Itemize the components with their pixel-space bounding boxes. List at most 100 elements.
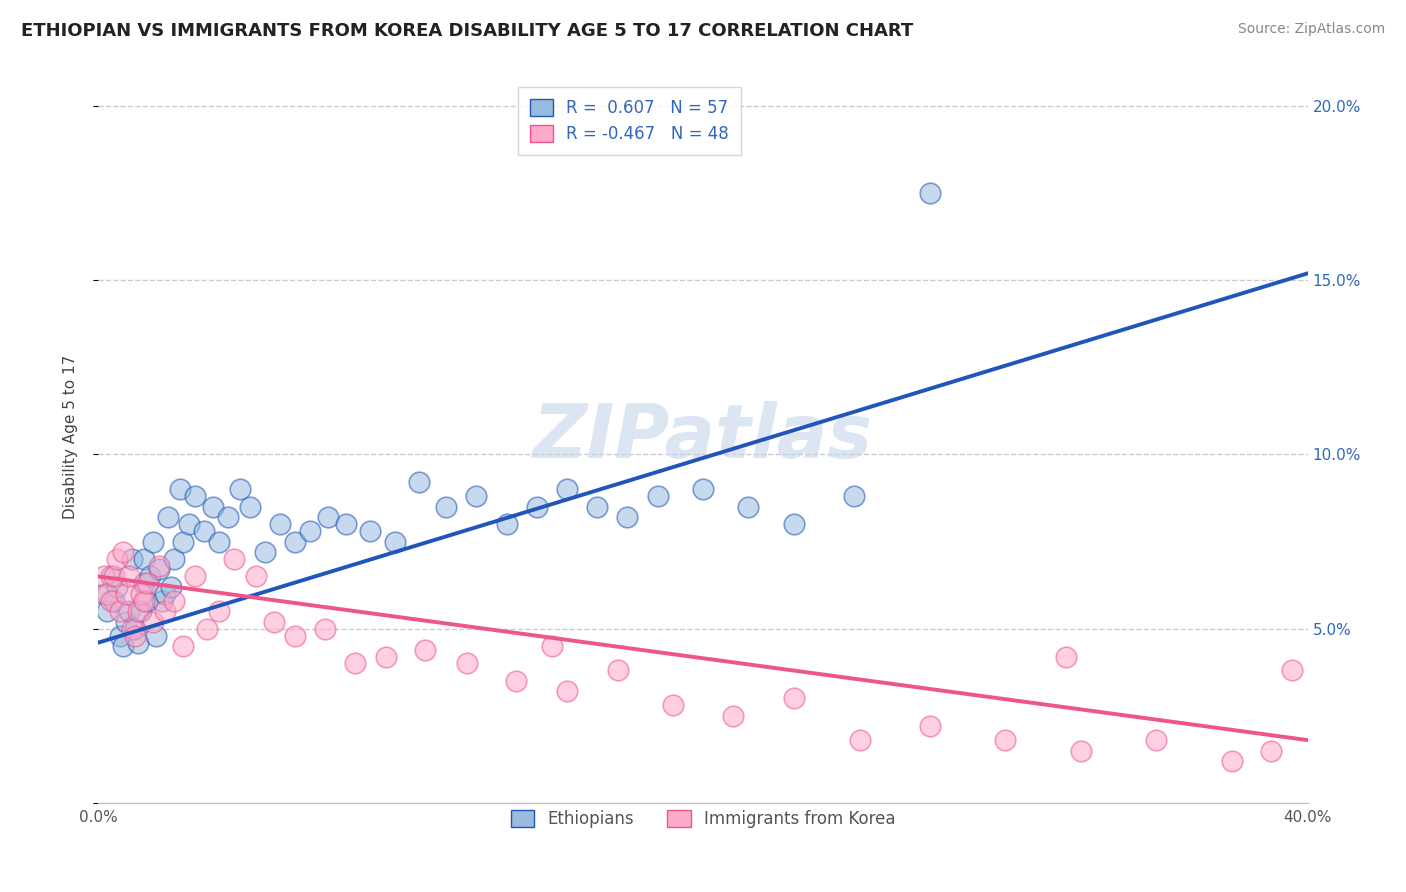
Point (314, 622, 336, 636)
Point (127, 604, 149, 618)
Point (465, 489, 488, 503)
Point (100, 594, 122, 608)
Point (103, 569, 125, 583)
Point (1070, 743, 1092, 757)
Point (105, 552, 128, 566)
Point (918, 186, 941, 201)
Point (129, 604, 152, 618)
Point (118, 604, 141, 618)
Point (121, 622, 143, 636)
Point (114, 615, 136, 629)
Point (540, 639, 562, 653)
Point (108, 629, 131, 643)
Point (96, 604, 118, 618)
Point (150, 594, 173, 608)
Point (139, 569, 162, 583)
Point (434, 500, 457, 514)
Point (93, 569, 115, 583)
Point (245, 569, 267, 583)
Point (918, 719, 941, 733)
Point (269, 517, 291, 532)
Point (616, 510, 638, 524)
Point (135, 594, 157, 608)
Point (156, 510, 179, 524)
Point (647, 489, 669, 503)
Point (661, 698, 683, 713)
Point (737, 500, 759, 514)
Point (172, 639, 194, 653)
Point (1144, 733, 1167, 747)
Point (163, 594, 186, 608)
Point (132, 594, 155, 608)
Point (111, 545, 134, 559)
Point (142, 534, 165, 549)
Point (127, 635, 149, 649)
Point (692, 483, 714, 497)
Point (1281, 664, 1303, 678)
Point (160, 580, 183, 594)
Point (202, 500, 225, 514)
Point (844, 489, 866, 503)
Point (100, 569, 122, 583)
Point (135, 576, 157, 591)
Point (142, 615, 165, 629)
Point (299, 524, 322, 538)
Point (108, 604, 131, 618)
Point (184, 489, 207, 503)
Point (1054, 649, 1077, 664)
Point (229, 483, 252, 497)
Point (132, 576, 155, 591)
Text: ETHIOPIAN VS IMMIGRANTS FROM KOREA DISABILITY AGE 5 TO 17 CORRELATION CHART: ETHIOPIAN VS IMMIGRANTS FROM KOREA DISAB… (21, 22, 914, 40)
Point (723, 708, 745, 723)
Point (284, 534, 307, 549)
Point (849, 733, 872, 747)
Point (195, 622, 218, 636)
Point (374, 649, 396, 664)
Point (121, 552, 143, 566)
Text: Source: ZipAtlas.com: Source: ZipAtlas.com (1237, 22, 1385, 37)
Legend: Ethiopians, Immigrants from Korea: Ethiopians, Immigrants from Korea (503, 803, 903, 835)
Point (169, 483, 191, 497)
Point (163, 552, 186, 566)
Point (96, 587, 118, 601)
Point (1260, 743, 1282, 757)
Point (505, 673, 527, 688)
Point (111, 639, 134, 653)
Point (118, 569, 141, 583)
Point (208, 604, 231, 618)
Point (179, 517, 201, 532)
Point (586, 500, 609, 514)
Point (103, 594, 125, 608)
Point (384, 534, 406, 549)
Point (555, 483, 578, 497)
Point (263, 615, 285, 629)
Point (526, 500, 548, 514)
Point (253, 545, 276, 559)
Point (224, 552, 246, 566)
Point (105, 580, 128, 594)
Point (124, 629, 146, 643)
Point (408, 475, 430, 490)
Point (145, 629, 167, 643)
Point (132, 552, 155, 566)
Point (93, 587, 115, 601)
Point (413, 642, 436, 657)
Point (360, 524, 382, 538)
Point (316, 510, 339, 524)
Point (193, 524, 215, 538)
Point (344, 657, 367, 671)
Point (208, 534, 231, 549)
Point (1220, 754, 1243, 768)
Point (172, 534, 194, 549)
Text: ZIPatlas: ZIPatlas (533, 401, 873, 474)
Point (456, 657, 478, 671)
Point (184, 569, 207, 583)
Point (495, 517, 517, 532)
Y-axis label: Disability Age 5 to 17: Disability Age 5 to 17 (63, 355, 77, 519)
Point (239, 500, 262, 514)
Point (783, 691, 806, 706)
Point (284, 629, 307, 643)
Point (124, 622, 146, 636)
Point (153, 587, 176, 601)
Point (555, 684, 578, 698)
